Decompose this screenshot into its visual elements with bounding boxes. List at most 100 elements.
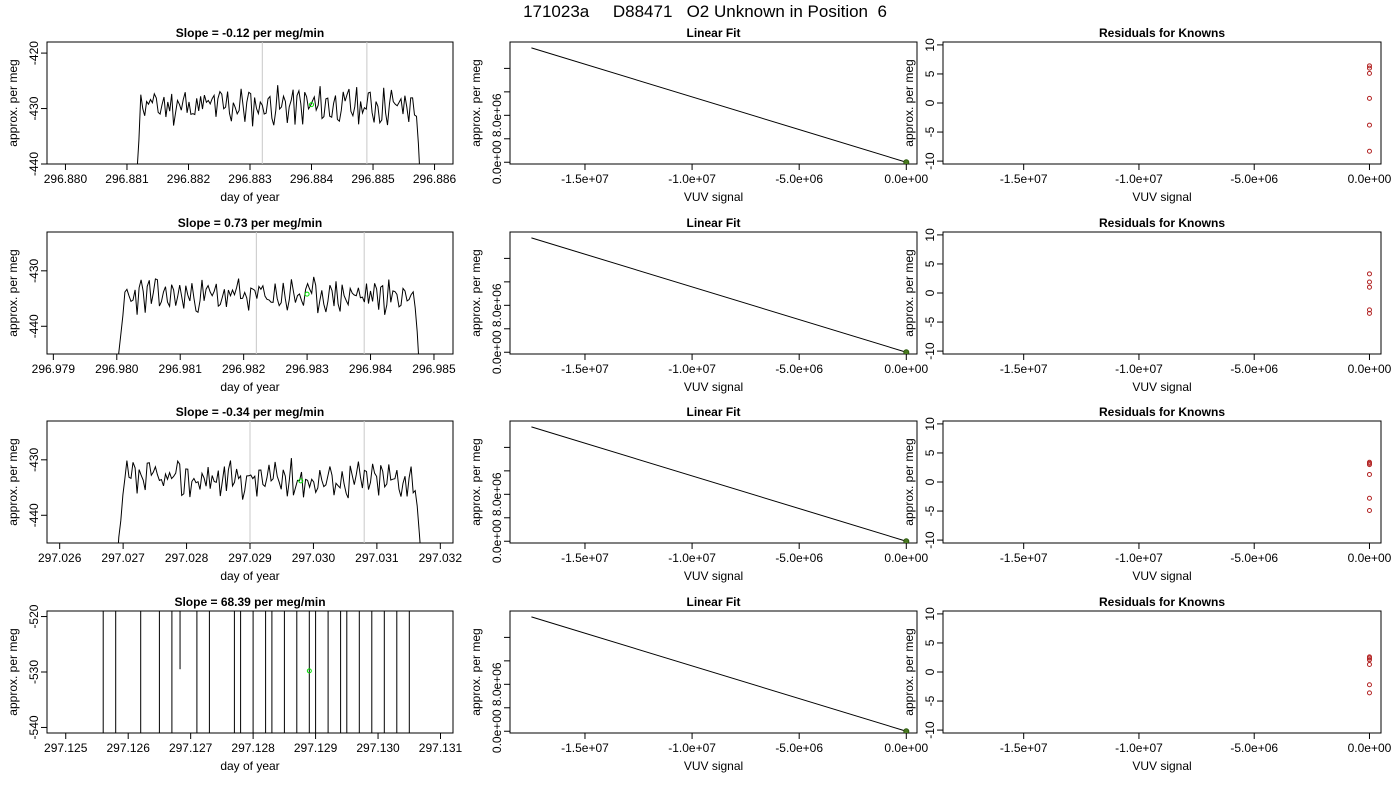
x-tick-label: -1.0e+07 <box>668 741 716 755</box>
x-tick-label: 297.031 <box>355 551 399 565</box>
y-tick-label: 8.0e+06 <box>490 472 504 516</box>
x-axis-label: day of year <box>220 569 279 583</box>
x-tick-label: 297.026 <box>38 551 82 565</box>
y-tick-label: -10 <box>923 342 937 360</box>
chart-panel: Residuals for Knowns -1.5e+07 -1.0e+07 -5.0… <box>902 595 1392 773</box>
x-tick-label: -1.5e+07 <box>1000 362 1048 376</box>
time-trace <box>118 276 419 354</box>
data-layer <box>531 237 910 354</box>
y-tick-label: 8.0e+06 <box>490 662 504 706</box>
residual-point <box>1366 471 1372 477</box>
x-tick-label: 0.0e+00 <box>1348 741 1392 755</box>
y-tick-label: -10 <box>923 531 937 549</box>
chart-title: Residuals for Knowns <box>1099 595 1225 609</box>
y-tick-label: -420 <box>27 41 41 65</box>
x-tick-label: -5.0e+06 <box>775 362 823 376</box>
x-axis-label: day of year <box>220 759 279 773</box>
plot-frame <box>942 420 1382 544</box>
green-marker <box>306 668 312 674</box>
y-tick-label: -440 <box>27 503 41 527</box>
residual-point <box>1366 690 1372 696</box>
fit-point <box>903 159 910 164</box>
y-tick-label: 10 <box>923 607 937 621</box>
residual-point <box>1366 307 1372 313</box>
plot-frame <box>942 231 1382 355</box>
x-tick-label: -1.5e+07 <box>1000 551 1048 565</box>
y-tick-label: 10 <box>923 417 937 431</box>
plot-frame <box>509 231 918 355</box>
x-tick-label: -1.5e+07 <box>1000 172 1048 186</box>
x-axis-label: VUV signal <box>684 190 743 204</box>
x-tick-label: 297.130 <box>356 741 400 755</box>
x-tick-label: -5.0e+06 <box>775 551 823 565</box>
data-layer <box>136 42 420 164</box>
y-axis-label: approx. per meg <box>902 59 916 146</box>
x-tick-label: 296.882 <box>167 172 211 186</box>
data-layer <box>118 232 419 354</box>
x-tick-label: 297.027 <box>101 551 145 565</box>
chart-title: Slope = 68.39 per meg/min <box>174 595 325 609</box>
y-tick-label: 5 <box>923 70 937 77</box>
chart-title: Slope = -0.34 per meg/min <box>176 405 324 419</box>
x-tick-label: -1.5e+07 <box>561 551 609 565</box>
y-tick-label: 0.0e+00 <box>490 140 504 184</box>
plot-frame <box>46 231 454 355</box>
x-tick-label: -1.5e+07 <box>561 362 609 376</box>
green-marker <box>304 291 310 297</box>
plot-frame <box>46 41 454 165</box>
chart-panel: Slope = 0.73 per meg/min 296.979 296.980 29… <box>6 216 456 394</box>
residual-point <box>1366 284 1372 290</box>
panel-grid: Slope = -0.12 per meg/min 296.880 296.881 2… <box>6 26 1392 773</box>
page-title: 171023a D88471 O2 Unknown in Position 6 <box>523 2 887 21</box>
residual-point <box>1366 122 1372 128</box>
chart-title: Residuals for Knowns <box>1099 216 1225 230</box>
data-layer <box>1366 459 1372 513</box>
x-tick-label: 297.028 <box>165 551 209 565</box>
x-tick-label: -1.5e+07 <box>1000 741 1048 755</box>
x-tick-label: 296.883 <box>228 172 272 186</box>
x-tick-label: 296.979 <box>32 362 76 376</box>
chart-panel: Linear Fit -1.5e+07 -1.0e+07 -5.0e+06 0.0e+0… <box>469 26 928 204</box>
time-trace <box>102 611 410 733</box>
y-tick-label: 5 <box>923 260 937 267</box>
chart-panel: Slope = 68.39 per meg/min 297.125 297.126 2… <box>6 595 463 773</box>
y-tick-label: -430 <box>27 96 41 120</box>
x-tick-label: 0.0e+00 <box>884 551 928 565</box>
y-tick-label: -520 <box>27 604 41 628</box>
x-axis-label: VUV signal <box>1132 759 1191 773</box>
y-tick-label: -10 <box>923 152 937 170</box>
chart-title: Residuals for Knowns <box>1099 405 1225 419</box>
fit-line <box>531 426 907 542</box>
x-tick-label: 296.984 <box>349 362 393 376</box>
x-tick-label: -1.0e+07 <box>668 362 716 376</box>
residual-point <box>1366 271 1372 277</box>
plot-frame <box>942 41 1382 165</box>
fit-line <box>531 616 907 732</box>
y-axis-label: approx. per meg <box>902 438 916 525</box>
y-axis-label: approx. per meg <box>469 249 483 336</box>
x-tick-label: 296.981 <box>159 362 203 376</box>
chart-title: Linear Fit <box>686 216 740 230</box>
time-trace <box>136 85 420 164</box>
x-axis-label: VUV signal <box>1132 190 1191 204</box>
x-tick-label: 296.884 <box>290 172 334 186</box>
fit-line <box>531 47 907 163</box>
y-tick-label: -10 <box>923 721 937 739</box>
x-tick-label: -1.0e+07 <box>668 551 716 565</box>
x-tick-label: 0.0e+00 <box>1348 362 1392 376</box>
x-tick-label: -1.0e+07 <box>1115 362 1163 376</box>
residual-point <box>1366 507 1372 513</box>
x-tick-label: -1.5e+07 <box>561 741 609 755</box>
green-marker <box>298 478 304 484</box>
x-tick-label: -5.0e+06 <box>775 172 823 186</box>
chart-title: Linear Fit <box>686 26 740 40</box>
y-tick-label: -5 <box>923 505 937 516</box>
x-tick-label: -5.0e+06 <box>1230 362 1278 376</box>
residual-point <box>1366 279 1372 285</box>
chart-panel: Residuals for Knowns -1.5e+07 -1.0e+07 -5.0… <box>902 26 1392 204</box>
x-tick-label: 296.886 <box>413 172 457 186</box>
x-tick-label: 0.0e+00 <box>1348 172 1392 186</box>
x-axis-label: day of year <box>220 190 279 204</box>
chart-title: Linear Fit <box>686 595 740 609</box>
x-tick-label: 297.030 <box>292 551 336 565</box>
